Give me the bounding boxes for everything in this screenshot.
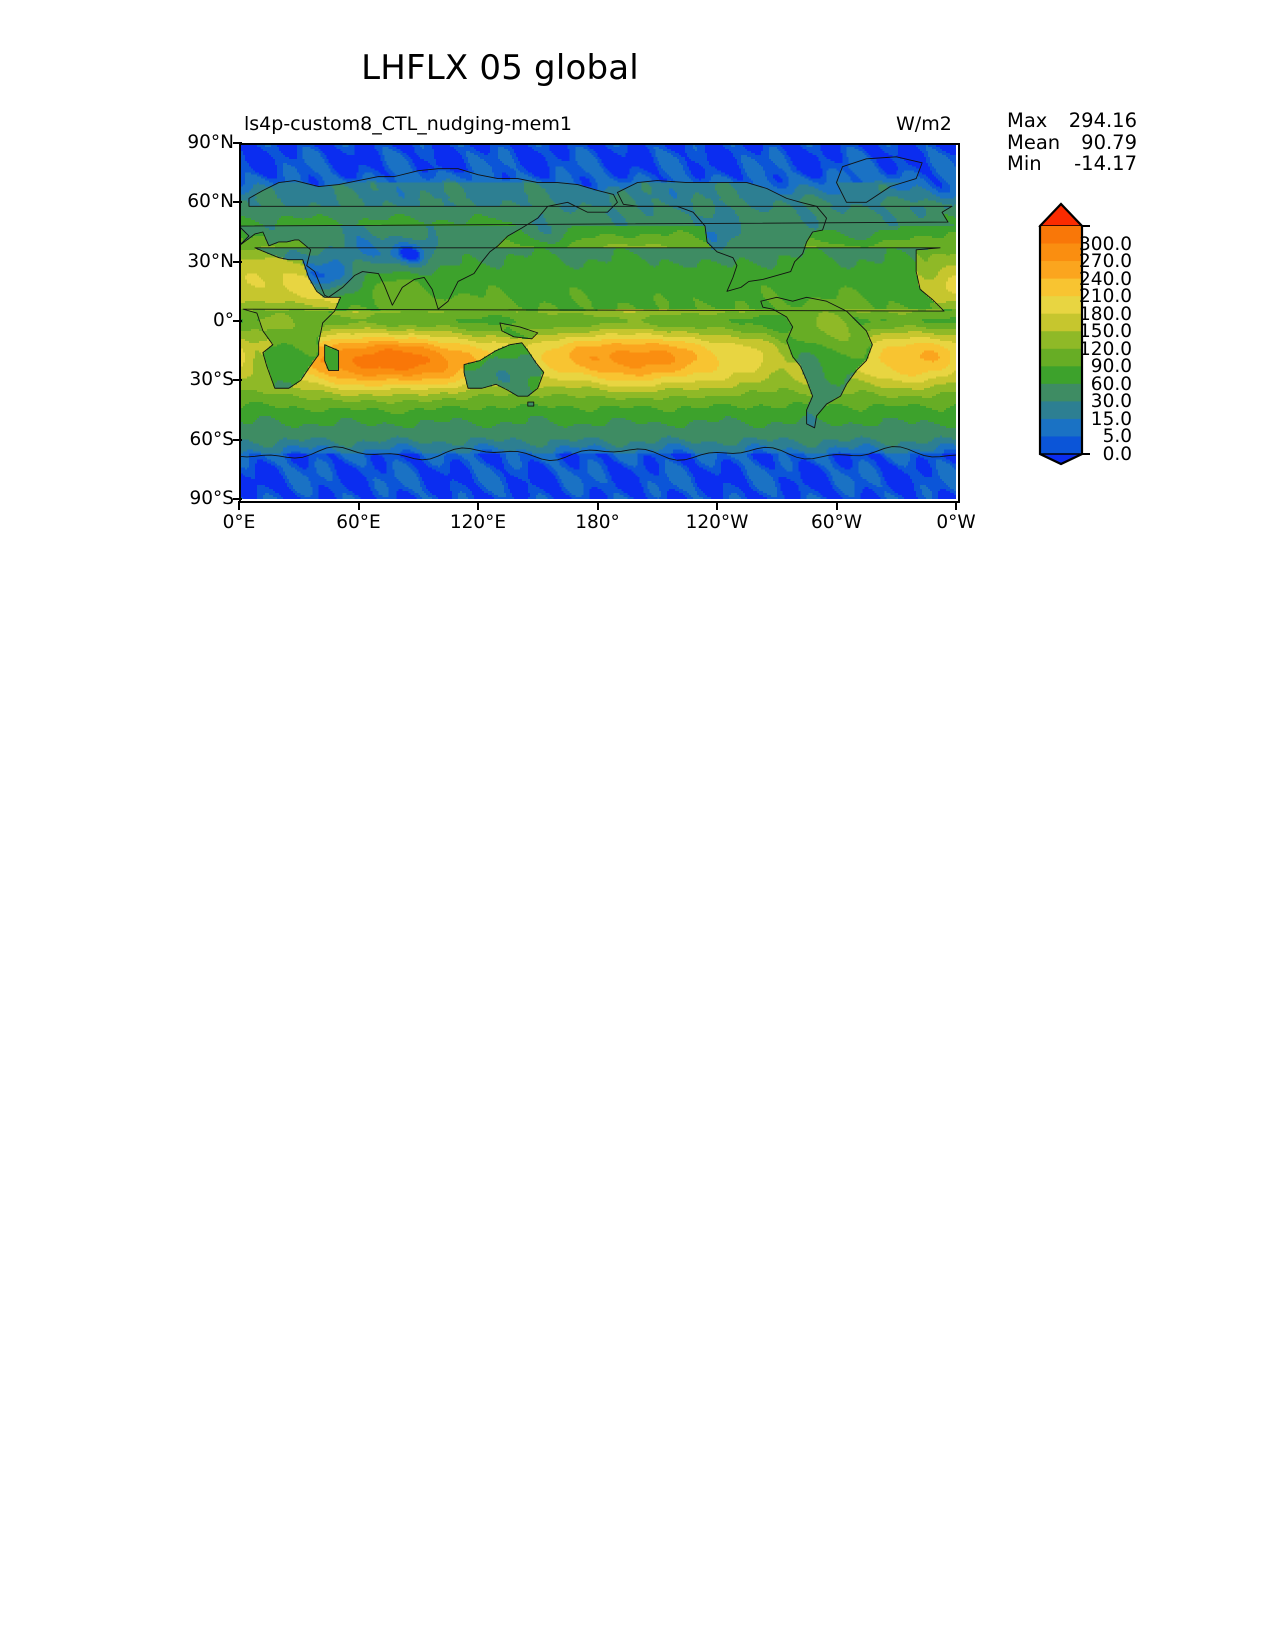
y-tick-label-3: 0° (212, 310, 234, 331)
colorbar-label-11: 5.0 (1102, 426, 1132, 448)
stat-mean-value: 90.79 (1081, 130, 1137, 154)
stat-min-value: -14.17 (1074, 152, 1137, 175)
x-tick-mark-3 (596, 501, 599, 510)
y-tick-label-4: 30°S (189, 369, 234, 391)
x-tick-label-0: 0°E (222, 512, 256, 533)
x-tick-mark-1 (357, 501, 360, 510)
colorbar-band-12 (1040, 436, 1082, 455)
colorbar-band-11 (1040, 418, 1082, 437)
x-tick-mark-4 (716, 501, 718, 510)
colorbar-band-10 (1040, 401, 1082, 420)
x-tick-mark-2 (477, 501, 479, 510)
colorbar-label-0: 300.0 (1079, 233, 1132, 255)
y-tick-mark-1 (233, 201, 242, 204)
colorbar-band-1 (1040, 243, 1082, 262)
y-tick-mark-6 (233, 498, 242, 500)
lhflx-contour-map (239, 143, 956, 499)
y-tick-label-6: 90°S (189, 488, 234, 509)
x-tick-label-3: 180° (575, 512, 620, 533)
y-tick-label-1: 60°N (187, 191, 234, 213)
colorbar-label-8: 60.0 (1090, 373, 1132, 395)
case-name-label: ls4p-custom8_CTL_nudging-mem1 (244, 113, 572, 135)
units-label: W/m2 (896, 113, 952, 135)
colorbar-label-1: 270.0 (1079, 251, 1132, 273)
stat-max: Max 294.16 (1007, 110, 1137, 132)
stat-mean-label: Mean (1007, 130, 1061, 154)
colorbar (1012, 196, 1132, 466)
colorbar-label-12: 0.0 (1102, 444, 1132, 465)
stat-max-label: Max (1007, 109, 1048, 132)
colorbar-band-0 (1040, 226, 1082, 244)
y-tick-mark-3 (233, 320, 242, 322)
colorbar-label-6: 120.0 (1079, 338, 1132, 360)
page-title: LHFLX 05 global (361, 48, 639, 88)
colorbar-band-2 (1040, 261, 1082, 280)
x-tick-label-5: 60°W (810, 512, 863, 533)
colorbar-label-7: 90.0 (1090, 356, 1132, 378)
coastlines (239, 156, 956, 462)
colorbar-band-3 (1040, 278, 1082, 297)
stat-max-value: 294.16 (1068, 109, 1137, 132)
stat-min: Min -14.17 (1007, 153, 1137, 175)
x-tick-mark-6 (955, 501, 957, 510)
x-tick-label-1: 60°E (336, 512, 381, 533)
colorbar-band-4 (1040, 296, 1082, 315)
y-tick-mark-0 (233, 142, 242, 144)
stat-min-label: Min (1007, 152, 1042, 175)
stat-mean: Mean 90.79 (1007, 130, 1137, 154)
colorbar-band-6 (1040, 331, 1082, 350)
colorbar-label-5: 150.0 (1079, 321, 1132, 343)
y-tick-mark-5 (233, 438, 242, 441)
x-axis-labels: 0°E 60°E 120°E 180° 120°W 60°W 0°W (223, 508, 976, 536)
y-axis-labels: 90°N 60°N 30°N 0° 30°S 60°S 90°S (176, 132, 234, 509)
colorbar-swatches (1038, 202, 1090, 466)
colorbar-label-4: 180.0 (1079, 303, 1132, 325)
y-tick-label-2: 30°N (187, 250, 234, 272)
x-tick-label-4: 120°W (685, 512, 749, 533)
y-tick-mark-4 (233, 379, 242, 382)
colorbar-band-9 (1040, 383, 1082, 402)
colorbar-band-7 (1040, 348, 1082, 367)
colorbar-label-10: 15.0 (1090, 408, 1132, 430)
x-tick-mark-5 (835, 501, 838, 510)
x-tick-mark-0 (238, 501, 240, 510)
colorbar-tick-labels: 300.0 270.0 240.0 210.0 180.0 150.0 120.0 90.0 6… (1060, 196, 1150, 465)
y-tick-mark-2 (233, 260, 242, 263)
colorbar-label-3: 210.0 (1079, 286, 1132, 308)
y-tick-label-5: 60°S (189, 428, 234, 450)
x-tick-label-6: 0°W (936, 512, 976, 533)
colorbar-band-8 (1040, 366, 1082, 385)
statistics-block: Max 294.16 Mean 90.79 Min -14.17 (1007, 110, 1137, 175)
y-tick-label-0: 90°N (187, 132, 234, 153)
colorbar-label-9: 30.0 (1090, 391, 1132, 413)
map-plot-area (239, 143, 956, 499)
x-tick-label-2: 120°E (449, 512, 507, 533)
colorbar-label-2: 240.0 (1079, 268, 1132, 290)
colorbar-band-5 (1040, 313, 1082, 332)
